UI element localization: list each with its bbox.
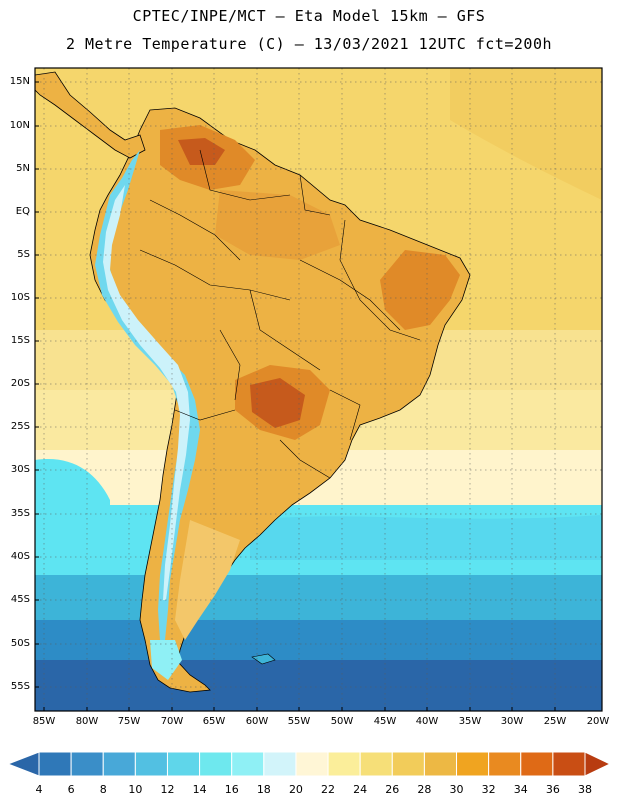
falkland-islands (251, 653, 276, 665)
axis-ticks (35, 81, 556, 711)
lat-label: 10N (9, 120, 30, 131)
title-line-1: CPTEC/INPE/MCT – Eta Model 15km – GFS (132, 7, 486, 25)
colorbar-label: 36 (545, 783, 560, 796)
lon-label: 70W (160, 716, 184, 727)
colorbar-swatch (263, 751, 297, 777)
colorbar-label: 34 (513, 783, 528, 796)
colorbar-label: 22 (321, 783, 336, 796)
lon-label: 75W (117, 716, 141, 727)
colorbar-swatch (38, 751, 72, 777)
colorbar-label: 4 (35, 783, 43, 796)
lat-label: 55S (10, 681, 30, 692)
lat-label: 20S (10, 378, 30, 389)
tierra-del-fuego-cool (150, 640, 182, 680)
lat-label: 5N (16, 163, 30, 174)
ocean-colder-band (35, 620, 602, 660)
lon-label: 80W (75, 716, 99, 727)
lat-label: 15N (9, 76, 30, 87)
colorbar-label: 12 (160, 783, 175, 796)
lat-label: 40S (10, 551, 30, 562)
lon-label: 25W (543, 716, 567, 727)
lat-label: 15S (10, 335, 30, 346)
lat-label: EQ (15, 206, 30, 217)
ocean-warm-northeast (450, 68, 602, 200)
colorbar-swatch (134, 751, 168, 777)
lon-label: 20W (586, 716, 610, 727)
lon-label: 55W (287, 716, 311, 727)
graticule (35, 68, 602, 711)
lon-label: 85W (32, 716, 56, 727)
lat-label: 25S (10, 421, 30, 432)
colorbar-swatch (520, 751, 554, 777)
colorbar-swatch (102, 751, 136, 777)
hottest-region-venezuela (178, 138, 225, 165)
colorbar-label: 14 (192, 783, 207, 796)
ocean-coldest-band (35, 660, 602, 711)
colorbar-label: 20 (288, 783, 303, 796)
colorbar-swatch (423, 751, 458, 777)
country-borders (139, 149, 421, 479)
colorbar-swatch (70, 751, 104, 777)
colorbar-label: 32 (481, 783, 496, 796)
lon-label: 40W (415, 716, 439, 727)
colorbar-swatch (359, 751, 393, 777)
lat-label: 10S (10, 292, 30, 303)
colorbar-label: 26 (385, 783, 400, 796)
hot-region-ne-brazil (380, 250, 460, 330)
colorbar-swatch (166, 751, 201, 777)
lat-label: 5S (17, 249, 30, 260)
map-frame (34, 67, 603, 712)
colorbar-swatch (199, 751, 233, 777)
lat-label: 45S (10, 594, 30, 605)
ocean-cool-band-east (250, 515, 602, 560)
lon-label: 60W (245, 716, 269, 727)
colorbar-label: 38 (578, 783, 592, 796)
colorbar-swatch (295, 751, 329, 777)
lat-label: 30S (10, 464, 30, 475)
colorbar-arrow-left (6, 751, 40, 777)
lat-label: 35S (10, 508, 30, 519)
colorbar-arrow-right (584, 751, 612, 777)
colorbar-label: 18 (256, 783, 271, 796)
lon-label: 50W (330, 716, 354, 727)
hottest-region-paraguay (250, 378, 305, 428)
lon-label: 65W (202, 716, 226, 727)
colorbar-label: 10 (128, 783, 143, 796)
title-line-2: 2 Metre Temperature (C) – 13/03/2021 12U… (65, 35, 553, 53)
ocean-cold-band (35, 575, 602, 620)
lat-label: 50S (10, 638, 30, 649)
lon-label: 45W (373, 716, 397, 727)
colorbar-swatch (456, 751, 490, 777)
colorbar-label: 24 (353, 783, 368, 796)
colorbar-label: 28 (417, 783, 432, 796)
colorbar-swatch (231, 751, 265, 777)
colorbar-label: 16 (224, 783, 239, 796)
colorbar-swatch (552, 751, 586, 777)
colorbar-label: 8 (99, 783, 107, 796)
temperature-colorbar (6, 751, 612, 777)
colorbar-label: 30 (449, 783, 464, 796)
colorbar-swatch (327, 751, 361, 777)
lon-label: 35W (458, 716, 482, 727)
andes-snow-band (103, 185, 190, 600)
colorbar-label: 6 (67, 783, 75, 796)
colorbar-swatch (391, 751, 425, 777)
patagonia-cool-land (175, 520, 240, 640)
colorbar-swatch (488, 751, 522, 777)
lon-label: 30W (500, 716, 524, 727)
warm-region-amazon (215, 190, 340, 260)
